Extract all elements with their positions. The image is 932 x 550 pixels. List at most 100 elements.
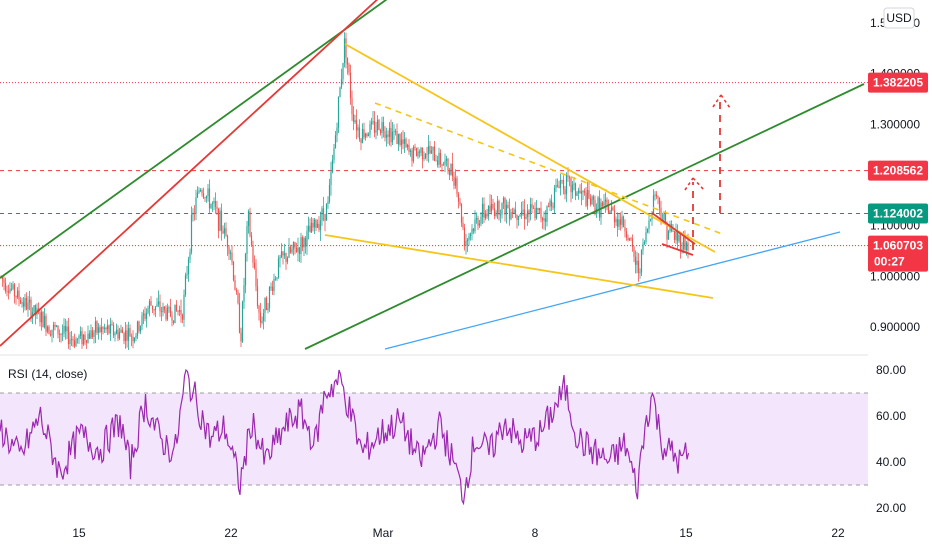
candle-body (471, 228, 473, 234)
candle-body (534, 208, 536, 219)
candle-body (490, 203, 493, 212)
candle-body (316, 223, 319, 228)
candle-body (586, 190, 589, 206)
candle-body (324, 214, 326, 221)
candle-body (454, 178, 457, 186)
candle-body (207, 188, 209, 196)
candle-body (493, 208, 496, 216)
candle-body (66, 326, 68, 332)
candle-body (372, 120, 374, 123)
candle-body (172, 320, 175, 324)
candle-body (214, 201, 217, 207)
candle-body (660, 208, 662, 221)
candle-body (385, 134, 388, 138)
candle-body (561, 179, 563, 181)
candle-body (673, 231, 676, 240)
candle-body (513, 209, 515, 214)
candle-body (565, 175, 568, 195)
candle-body (247, 211, 250, 226)
candle-body (96, 321, 98, 333)
candle-body (102, 327, 104, 329)
candle-body (610, 207, 613, 211)
candle-body (649, 219, 652, 221)
candle-body (478, 223, 481, 226)
candle-body (4, 282, 7, 292)
candle-body (300, 237, 302, 254)
candle-body (429, 146, 431, 154)
target-arrow-head-right-2 (720, 94, 731, 109)
candle-body (672, 231, 674, 232)
candle-body (114, 333, 116, 336)
candle-body (100, 327, 103, 332)
candle-body (174, 304, 176, 324)
candle-body (363, 129, 365, 138)
candle-body (568, 176, 571, 178)
candle-body (399, 134, 401, 145)
candle-body (238, 303, 241, 333)
candle-body (220, 210, 223, 231)
candle-body (142, 313, 145, 316)
candle-body (322, 208, 325, 215)
candle-body (262, 313, 265, 321)
candle-body (225, 228, 227, 236)
candle-body (685, 242, 688, 250)
time-axis[interactable]: 15 22 Mar 8 15 22 (72, 526, 845, 540)
candle-body (115, 329, 118, 334)
rsi-axis[interactable]: 80.00 60.00 40.00 20.00 (876, 363, 906, 515)
candle-body (135, 335, 137, 338)
candle-body (48, 326, 50, 335)
candle-body (676, 231, 679, 242)
candle-body (477, 218, 479, 226)
candle-body (252, 245, 254, 263)
candle-body (633, 247, 635, 257)
rsi-pane: RSI (14, close) (0, 367, 868, 506)
candle-body (321, 208, 323, 221)
candle-body (181, 314, 184, 320)
candle-body (165, 309, 167, 320)
candle-body (157, 301, 160, 305)
candle-body (654, 194, 656, 196)
candle-body (601, 202, 604, 206)
candle-body (523, 209, 526, 219)
candle-body (73, 340, 76, 347)
candle-body (391, 131, 394, 143)
candle-body (627, 237, 629, 241)
rsi-indicator-label[interactable]: RSI (14, close) (8, 367, 87, 381)
candle-body (643, 242, 646, 244)
candle-body (240, 332, 242, 342)
candle-body (559, 179, 562, 189)
candle-body (552, 206, 554, 208)
candle-body (241, 301, 244, 342)
candle-body (85, 340, 88, 343)
price-tag-background (868, 203, 928, 224)
currency-button[interactable]: USD (883, 7, 915, 29)
candle-body (529, 204, 532, 215)
candle-body (486, 213, 488, 217)
candle-body (541, 218, 544, 221)
price-tags: 1.382205 1.208562 1.124002 1.060703 00:27 (868, 72, 928, 272)
price-tick-label: 1.300000 (870, 117, 920, 131)
candle-body (124, 330, 127, 342)
candle-body (459, 201, 461, 205)
upper-green-channel-line (0, 0, 388, 279)
candle-body (463, 227, 466, 246)
candle-body (426, 153, 428, 155)
candle-body (25, 297, 28, 310)
candle-body (456, 178, 458, 194)
candle-body (450, 163, 452, 176)
candle-body (556, 185, 559, 187)
candle-body (297, 247, 299, 253)
candle-body (381, 122, 383, 134)
candle-body (204, 197, 206, 199)
candle-body (376, 120, 379, 131)
candle-body (7, 291, 10, 293)
candle-body (54, 324, 56, 327)
candle-body (244, 253, 247, 286)
candle-body (631, 238, 634, 248)
candle-body (253, 262, 256, 269)
candle-body (39, 312, 41, 323)
candle-body (19, 300, 22, 304)
candle-body (504, 198, 506, 215)
candle-body (130, 336, 133, 338)
